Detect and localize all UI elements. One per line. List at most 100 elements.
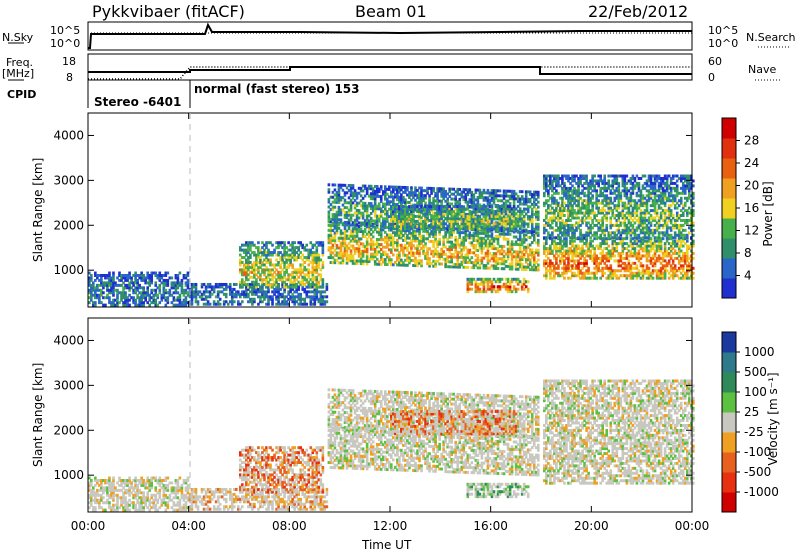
power-echo-cell (192, 282, 196, 286)
power-echo-cell (283, 280, 286, 284)
power-echo-cell (440, 214, 443, 218)
power-echo-cell (361, 254, 365, 258)
power-echo-cell (261, 270, 264, 274)
power-echo-cell (486, 234, 490, 238)
power-echo-cell (337, 200, 341, 204)
power-echo-cell (390, 248, 393, 252)
power-echo-cell (551, 221, 554, 225)
power-echo-cell (510, 189, 514, 193)
power-echo-cell (526, 255, 530, 259)
power-echo-cell (500, 228, 504, 232)
power-echo-cell (281, 295, 284, 299)
power-echo-cell (567, 264, 570, 268)
power-echo-cell (337, 246, 341, 250)
power-echo-cell (472, 195, 476, 199)
power-echo-cell (464, 200, 468, 204)
power-echo-cell (383, 210, 387, 213)
power-echo-cell (293, 297, 296, 301)
power-echo-cell (492, 266, 496, 270)
power-echo-cell (136, 278, 139, 282)
power-echo-cell (490, 237, 494, 241)
power-echo-cell (512, 242, 516, 246)
power-echo-cell (196, 300, 200, 304)
power-echo-cell (94, 296, 97, 300)
power-echo-cell (293, 256, 296, 259)
power-echo-cell (313, 302, 317, 306)
power-echo-cell (543, 174, 546, 178)
power-echo-cell (92, 303, 95, 307)
power-echo-cell (88, 283, 91, 287)
power-echo-cell (243, 268, 246, 272)
power-echo-cell (416, 219, 419, 223)
power-echo-cell (349, 184, 353, 188)
power-echo-cell (381, 245, 385, 249)
power-echo-cell (492, 189, 496, 193)
power-echo-cell (559, 176, 562, 180)
power-echo-cell (530, 193, 534, 196)
power-echo-cell (333, 193, 337, 197)
power-echo-cell (595, 233, 598, 237)
power-echo-cell (510, 212, 514, 216)
power-echo-cell (299, 300, 303, 304)
power-echo-cell (432, 222, 435, 226)
power-echo-cell (365, 221, 369, 225)
power-echo-cell (387, 187, 391, 191)
power-echo-cell (567, 223, 570, 227)
power-echo-cell (128, 276, 131, 280)
power-echo-cell (379, 195, 383, 199)
power-echo-cell (186, 286, 190, 290)
power-echo-cell (283, 283, 286, 287)
power-echo-cell (547, 211, 550, 215)
power-echo-cell (591, 259, 594, 263)
power-echo-cell (589, 191, 592, 195)
power-echo-cell (404, 229, 407, 233)
power-echo-cell (575, 211, 578, 215)
power-echo-cell (327, 210, 331, 214)
power-echo-cell (349, 223, 353, 227)
power-echo-cell (532, 263, 536, 267)
power-echo-cell (414, 239, 417, 243)
power-echo-cell (482, 196, 486, 200)
power-echo-cell (593, 261, 596, 265)
power-echo-cell (557, 249, 560, 253)
power-echo-cell (583, 236, 586, 240)
power-echo-cell (377, 262, 381, 266)
power-echo-cell (462, 258, 466, 262)
power-echo-cell (464, 188, 468, 192)
power-echo-cell (587, 206, 590, 210)
power-echo-cell (361, 211, 365, 215)
power-echo-cell (446, 214, 449, 218)
power-echo-cell (245, 285, 248, 289)
power-echo-cell (591, 184, 594, 188)
power-echo-cell (524, 250, 528, 254)
power-echo-cell (569, 226, 572, 230)
power-echo-cell (420, 224, 423, 228)
power-echo-cell (218, 297, 222, 301)
power-echo-cell (420, 205, 423, 209)
power-echo-cell (120, 296, 123, 300)
power-echo-cell (428, 262, 431, 266)
power-echo-cell (394, 195, 397, 199)
power-echo-cell (158, 276, 162, 280)
power-echo-cell (90, 286, 93, 290)
power-echo-cell (420, 189, 423, 193)
power-echo-cell (249, 241, 252, 245)
power-echo-cell (327, 198, 331, 202)
power-echo-cell (416, 227, 419, 231)
power-echo-cell (94, 291, 97, 295)
power-echo-cell (506, 207, 510, 211)
power-echo-cell (424, 254, 427, 258)
power-echo-cell (428, 199, 431, 203)
power-echo-cell (343, 223, 347, 227)
power-echo-cell (526, 210, 530, 214)
power-echo-cell (351, 213, 355, 217)
power-echo-cell (297, 256, 300, 259)
power-echo-cell (379, 243, 383, 247)
power-echo-cell (545, 211, 548, 215)
power-echo-cell (571, 204, 574, 208)
power-echo-cell (575, 174, 578, 178)
power-echo-cell (142, 273, 145, 277)
power-echo-cell (422, 212, 425, 216)
power-echo-cell (390, 225, 393, 229)
power-echo-cell (476, 200, 480, 204)
